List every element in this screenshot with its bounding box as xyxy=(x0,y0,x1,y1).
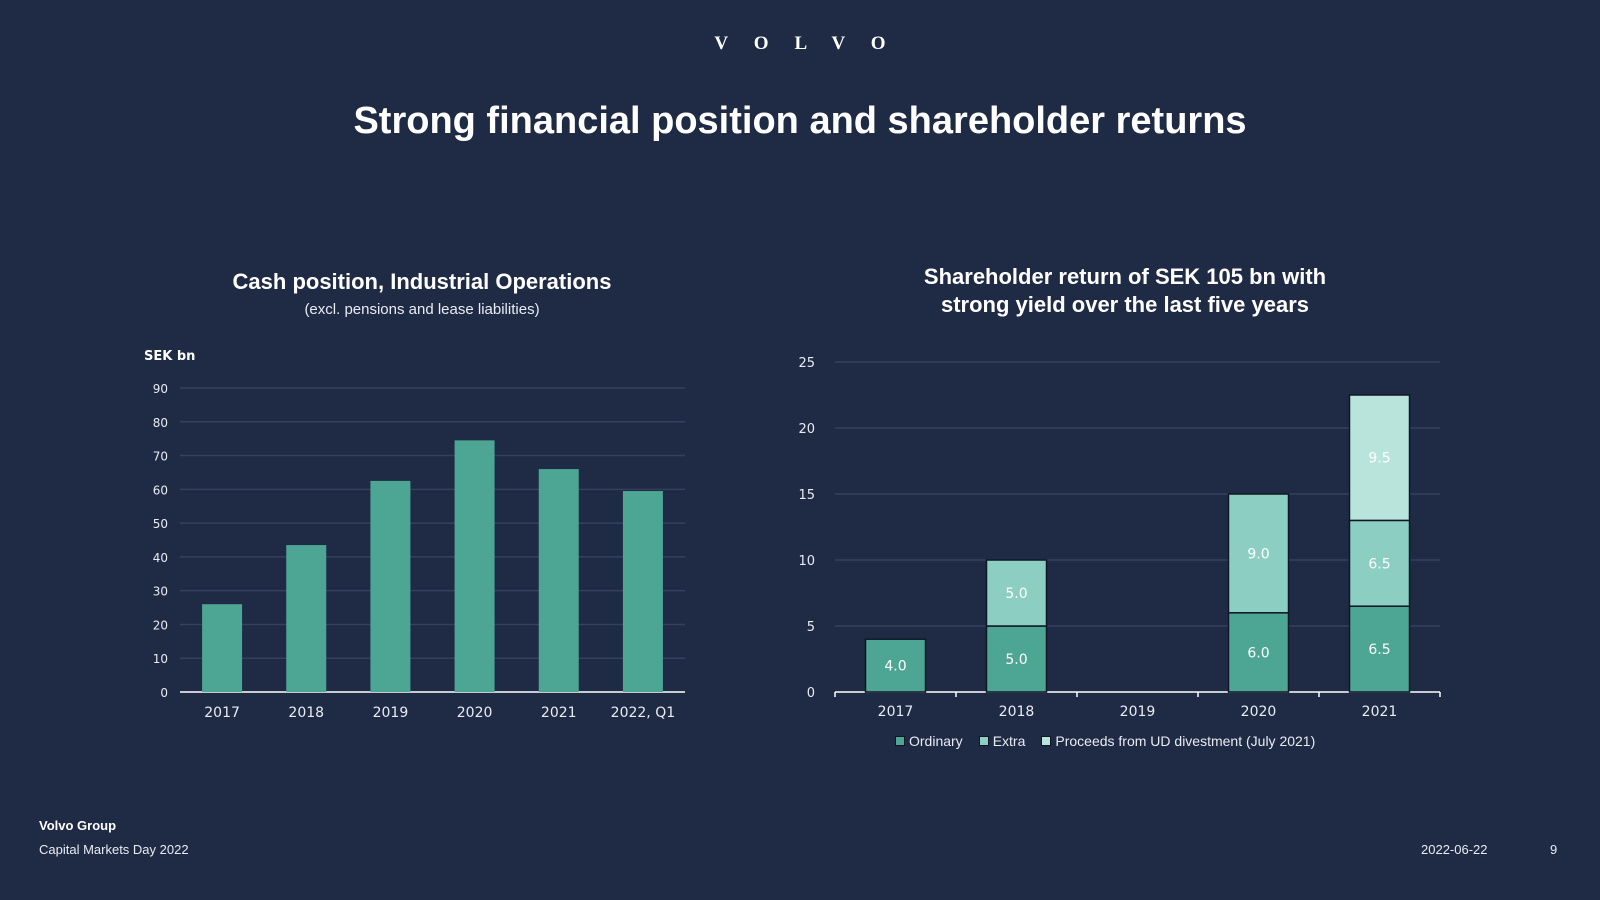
x-tick-label: 2018 xyxy=(999,704,1035,720)
cash-position-chart: SEK bn 0 10 20 30 40 50 60 70 80 90 2017 2018 2019 202… xyxy=(144,349,685,721)
bar-2021 xyxy=(538,469,579,692)
bar-2019 xyxy=(370,480,411,692)
y-tick-label: 40 xyxy=(153,551,168,565)
y-tick-label: 0 xyxy=(807,686,815,701)
x-tick-label: 2017 xyxy=(878,704,914,720)
bar-2018 xyxy=(286,545,327,692)
y-tick-label: 80 xyxy=(153,416,168,430)
bar-2017-ordinary xyxy=(864,638,927,693)
legend-swatch-extra xyxy=(978,736,989,746)
x-tick-label: 2019 xyxy=(373,705,409,721)
returns-chart-title-line1: Shareholder return of SEK 105 bn with xyxy=(923,264,1327,289)
y-tick-label: 50 xyxy=(153,517,168,531)
legend-label-ordinary: Ordinary xyxy=(909,733,963,749)
legend-item-proceeds: Proceeds from UD divestment (July 2021) xyxy=(1041,733,1315,749)
y-tick-label: 10 xyxy=(798,554,815,569)
bar-2018-extra xyxy=(985,559,1048,627)
y-tick-label: 20 xyxy=(798,422,815,437)
footer-event: Capital Markets Day 2022 xyxy=(39,842,189,857)
x-tick-label: 2021 xyxy=(541,705,577,721)
y-tick-label: 90 xyxy=(153,382,168,396)
data-label: 9.5 xyxy=(1368,451,1390,467)
bar-2017 xyxy=(202,604,243,692)
y-tick-label: 5 xyxy=(807,620,815,635)
returns-chart-title-line2: strong yield over the last five years xyxy=(940,292,1310,317)
volvo-logo: VOLVO xyxy=(714,33,912,54)
returns-legend: Ordinary Extra Proceeds from UD divestme… xyxy=(895,733,1315,749)
legend-swatch-proceeds xyxy=(1041,736,1052,746)
bar-2022, Q1 xyxy=(622,491,663,692)
y-tick-label: 30 xyxy=(153,585,168,599)
page-number: 9 xyxy=(1550,842,1558,857)
legend-label-proceeds: Proceeds from UD divestment (July 2021) xyxy=(1055,733,1316,749)
x-tick-label: 2022, Q1 xyxy=(611,705,675,721)
footer-date: 2022-06-22 xyxy=(1421,842,1488,857)
y-tick-label: 70 xyxy=(153,450,168,464)
cash-chart-title: Cash position, Industrial Operations xyxy=(232,269,612,294)
data-label: 5.0 xyxy=(1005,652,1027,668)
legend-item-extra: Extra xyxy=(978,733,1026,749)
bar-2021-extra xyxy=(1348,519,1411,607)
x-tick-label: 2018 xyxy=(288,705,324,721)
x-tick-label: 2020 xyxy=(457,705,493,721)
returns-chart-title: Shareholder return of SEK 105 bn with st… xyxy=(825,263,1425,319)
y-axis-label: SEK bn xyxy=(144,349,195,364)
data-label: 6.5 xyxy=(1368,642,1390,658)
data-label: 6.5 xyxy=(1368,556,1390,572)
y-tick-label: 0 xyxy=(160,686,168,700)
legend-swatch-ordinary xyxy=(895,736,905,746)
legend-label-extra: Extra xyxy=(992,733,1026,749)
data-label: 6.0 xyxy=(1247,645,1269,661)
legend-item-ordinary: Ordinary xyxy=(895,733,963,749)
bar-2021-proceeds xyxy=(1348,394,1411,522)
data-label: 9.0 xyxy=(1247,546,1269,562)
bar-2021-ordinary xyxy=(1348,605,1411,693)
data-label: 4.0 xyxy=(884,659,906,675)
shareholder-return-chart: 0 5 10 15 20 25 4.0 2017 5.0 5.0 2018 2019 6.0 9.0 202… xyxy=(798,356,1441,720)
y-tick-label: 10 xyxy=(153,652,168,666)
data-label: 5.0 xyxy=(1005,586,1027,602)
cash-chart-subtitle: (excl. pensions and lease liabilities) xyxy=(304,301,540,318)
x-tick-label: 2021 xyxy=(1362,704,1398,720)
y-tick-label: 60 xyxy=(153,483,168,497)
footer-company: Volvo Group xyxy=(39,818,117,833)
y-tick-label: 20 xyxy=(153,618,168,632)
y-tick-label: 25 xyxy=(798,356,815,371)
x-tick-label: 2017 xyxy=(204,705,240,721)
x-tick-label: 2019 xyxy=(1120,704,1156,720)
y-tick-label: 15 xyxy=(798,488,815,503)
bar-2020 xyxy=(454,440,495,692)
x-tick-label: 2020 xyxy=(1241,704,1277,720)
bar-2020-extra xyxy=(1227,493,1290,614)
page-title: Strong financial position and shareholde… xyxy=(353,100,1247,142)
